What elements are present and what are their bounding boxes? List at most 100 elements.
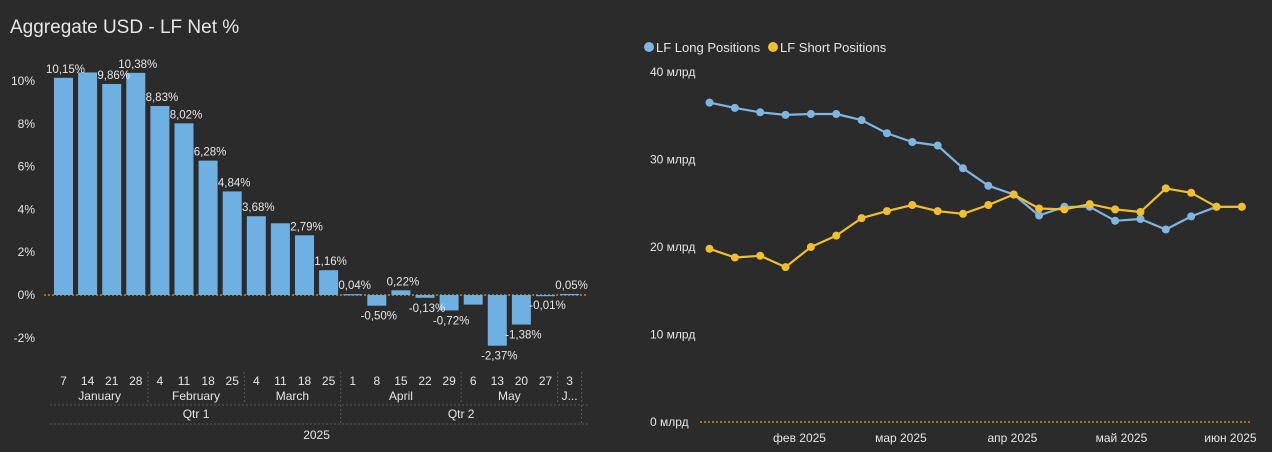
- bar-month-label: May: [498, 389, 521, 403]
- short-point[interactable]: [1009, 190, 1018, 199]
- long-point[interactable]: [730, 103, 739, 112]
- bar[interactable]: [536, 295, 555, 297]
- line-legend: LF Long Positions LF Short Positions: [644, 40, 887, 55]
- bar[interactable]: [487, 295, 507, 346]
- short-point[interactable]: [1237, 202, 1246, 211]
- short-point[interactable]: [908, 201, 917, 209]
- long-point[interactable]: [756, 108, 765, 117]
- bar-data-label: 0,05%: [555, 280, 588, 292]
- short-point[interactable]: [806, 243, 815, 251]
- bar[interactable]: [439, 295, 459, 311]
- bar[interactable]: [174, 123, 194, 295]
- line-y-tick-label: 40 млрд: [650, 65, 695, 79]
- bar-x-tick-label: 15: [394, 374, 408, 388]
- line-x-axis: фев 2025 мар 2025 апр 2025 май 2025 июн 2025: [773, 431, 1257, 445]
- long-point[interactable]: [1187, 212, 1196, 221]
- short-point[interactable]: [1035, 204, 1044, 213]
- short-point[interactable]: [882, 207, 891, 216]
- bar[interactable]: [78, 72, 98, 295]
- long-point[interactable]: [857, 116, 866, 125]
- bar[interactable]: [54, 77, 73, 295]
- bar-x-tick-label: 22: [418, 374, 432, 388]
- bar-data-label: -2,37%: [481, 351, 517, 363]
- bar-x-tick-label: 21: [105, 374, 119, 388]
- bar-data-label: 1,16%: [314, 256, 347, 268]
- bar-y-tick-label: 8%: [18, 117, 36, 131]
- bar[interactable]: [319, 270, 339, 295]
- bar[interactable]: [126, 72, 146, 295]
- long-point[interactable]: [806, 110, 815, 118]
- short-point[interactable]: [1111, 205, 1120, 214]
- bar[interactable]: [463, 295, 483, 305]
- bar[interactable]: [150, 106, 170, 296]
- line-chart: LF Long Positions LF Short Positions 40 …: [644, 40, 1257, 445]
- long-point[interactable]: [705, 98, 714, 107]
- line-x-tick-label: фев 2025: [773, 431, 826, 445]
- long-point[interactable]: [933, 141, 942, 150]
- long-positions-line[interactable]: [709, 101, 1242, 231]
- bar-x-tick-label: 8: [373, 374, 380, 388]
- legend-short-label[interactable]: LF Short Positions: [780, 40, 887, 55]
- bar[interactable]: [102, 83, 122, 295]
- line-x-tick-label: мар 2025: [875, 431, 927, 445]
- long-point[interactable]: [1161, 225, 1170, 234]
- bar-month-label: J...: [562, 389, 578, 403]
- short-point[interactable]: [1187, 188, 1196, 197]
- legend-long-label[interactable]: LF Long Positions: [656, 40, 761, 55]
- long-point[interactable]: [1111, 216, 1120, 225]
- bar[interactable]: [295, 235, 314, 295]
- short-point[interactable]: [832, 231, 841, 240]
- long-point[interactable]: [908, 138, 917, 146]
- long-point[interactable]: [1035, 211, 1044, 220]
- bar-series: [54, 72, 580, 346]
- bar-data-labels: 10,15% 9,86%10,38% 8,83% 8,02% 6,28% 4,84% 3,6…: [46, 59, 588, 363]
- short-point[interactable]: [781, 263, 790, 272]
- bar-quarter-label: Qtr 1: [183, 407, 210, 421]
- bar-x-tick-label: 28: [129, 374, 143, 388]
- bar[interactable]: [415, 295, 435, 298]
- long-point[interactable]: [882, 129, 891, 138]
- bar-chart-title: Aggregate USD - LF Net %: [10, 17, 239, 38]
- short-point[interactable]: [1060, 205, 1069, 214]
- bar[interactable]: [343, 294, 363, 296]
- short-point[interactable]: [1212, 202, 1221, 211]
- bar-data-label: 8,83%: [146, 92, 179, 104]
- legend-short-marker: [768, 42, 778, 52]
- long-point[interactable]: [959, 164, 967, 173]
- short-point[interactable]: [1161, 184, 1170, 193]
- bar-data-label: -0,01%: [529, 300, 565, 312]
- bar[interactable]: [246, 216, 266, 295]
- short-point[interactable]: [756, 251, 765, 260]
- bar[interactable]: [222, 191, 242, 295]
- short-point[interactable]: [959, 209, 967, 218]
- bar-x-axis: 7 14 21 28 4 11 18 25 4 11 18 25 1 8 15 22 29 6 13 20 27 3Jan…: [50, 372, 588, 442]
- long-point[interactable]: [781, 110, 790, 119]
- short-point[interactable]: [730, 253, 739, 262]
- bar-x-tick-label: 11: [178, 374, 191, 388]
- legend-long-marker: [644, 42, 654, 52]
- short-point[interactable]: [1136, 208, 1145, 216]
- short-point[interactable]: [933, 207, 942, 216]
- long-point[interactable]: [984, 181, 993, 190]
- short-point[interactable]: [1085, 200, 1094, 209]
- bar-x-tick-label: 3: [566, 374, 573, 388]
- bar[interactable]: [560, 293, 580, 296]
- bar-data-label: 8,02%: [170, 109, 203, 121]
- bar-data-label: 9,86%: [97, 70, 130, 82]
- bar-x-tick-label: 4: [253, 374, 260, 388]
- line-y-tick-label: 30 млрд: [650, 153, 695, 167]
- bar-data-label: 0,22%: [387, 276, 420, 288]
- line-x-tick-label: июн 2025: [1204, 431, 1257, 445]
- short-point[interactable]: [705, 244, 714, 253]
- short-point[interactable]: [857, 214, 866, 223]
- long-point[interactable]: [832, 110, 841, 118]
- bar[interactable]: [391, 290, 411, 295]
- bar[interactable]: [511, 295, 531, 325]
- bar-y-tick-label: 0%: [18, 288, 36, 302]
- short-point[interactable]: [984, 201, 993, 209]
- short-positions-line[interactable]: [709, 187, 1242, 269]
- bar[interactable]: [367, 295, 387, 306]
- bar[interactable]: [198, 160, 218, 295]
- long-point[interactable]: [1136, 215, 1145, 223]
- bar[interactable]: [270, 223, 290, 295]
